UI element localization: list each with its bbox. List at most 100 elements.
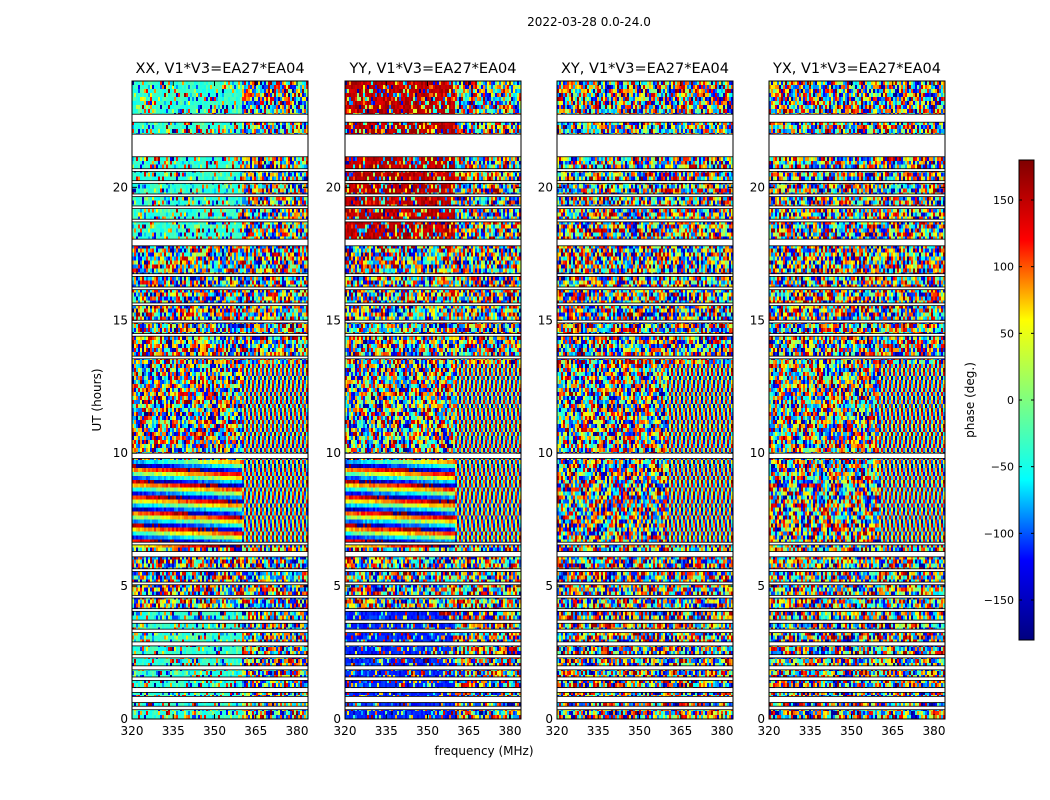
colorbar-label: phase (deg.) xyxy=(963,362,977,438)
panel-yx: YX, V1*V3=EA27*EA04 320 335 350 365 380 0 5 10 15… xyxy=(750,61,946,738)
flagged-band xyxy=(768,568,946,572)
x-tick-label: 335 xyxy=(799,724,822,738)
flagged-band xyxy=(344,452,522,459)
flagged-band xyxy=(768,286,946,291)
flagged-band xyxy=(344,113,522,123)
flagged-band xyxy=(344,696,522,703)
flagged-band xyxy=(768,628,946,634)
flagged-band xyxy=(344,168,522,172)
x-tick-label: 365 xyxy=(881,724,904,738)
flagged-band xyxy=(131,319,309,324)
y-tick-label: 0 xyxy=(333,712,341,726)
flagged-band xyxy=(556,619,734,624)
flagged-band xyxy=(131,302,309,307)
panel-xx: XX, V1*V3=EA27*EA04 320 335 350 365 380 0 5 10 15… xyxy=(113,61,309,738)
flagged-band xyxy=(768,608,946,612)
flagged-band xyxy=(131,355,309,360)
flagged-band xyxy=(344,319,522,324)
colorbar-tick-label: −100 xyxy=(984,527,1014,540)
flagged-band xyxy=(768,705,946,711)
y-tick-label: 10 xyxy=(113,446,128,460)
flagged-band xyxy=(131,133,309,158)
flagged-band xyxy=(556,676,734,681)
flagged-band xyxy=(556,628,734,634)
flagged-band xyxy=(768,641,946,647)
flagged-band xyxy=(344,594,522,599)
flagged-band xyxy=(344,333,522,337)
y-tick-label: 15 xyxy=(113,313,128,327)
flagged-band xyxy=(556,205,734,209)
y-tick-label: 20 xyxy=(750,180,765,194)
flagged-band xyxy=(556,193,734,198)
x-tick-label: 365 xyxy=(457,724,480,738)
panel-yy: YY, V1*V3=EA27*EA04 320 335 350 365 380 0 5 10 15… xyxy=(326,61,522,738)
flagged-band xyxy=(768,333,946,337)
flagged-band xyxy=(556,319,734,324)
flagged-band xyxy=(131,551,309,558)
flagged-band xyxy=(768,180,946,184)
flagged-band xyxy=(556,696,734,703)
flagged-band xyxy=(768,238,946,247)
panel-title: XY, V1*V3=EA27*EA04 xyxy=(561,61,729,77)
flagged-band xyxy=(344,581,522,586)
phase-heatmap xyxy=(132,81,308,719)
flagged-band xyxy=(131,619,309,624)
x-tick-label: 365 xyxy=(669,724,692,738)
flagged-band xyxy=(556,541,734,546)
flagged-band xyxy=(556,273,734,277)
y-axis-label: UT (hours) xyxy=(90,368,104,431)
figure-suptitle: 2022-03-28 0.0-24.0 xyxy=(527,15,651,29)
flagged-band xyxy=(131,193,309,198)
y-tick-label: 15 xyxy=(326,313,341,327)
y-tick-label: 0 xyxy=(545,712,553,726)
x-tick-label: 350 xyxy=(203,724,226,738)
y-tick-label: 10 xyxy=(538,446,553,460)
flagged-band xyxy=(344,133,522,158)
flagged-band xyxy=(344,286,522,291)
flagged-band xyxy=(768,654,946,659)
y-tick-label: 0 xyxy=(120,712,128,726)
flagged-band xyxy=(344,205,522,209)
panel-frame xyxy=(768,80,946,720)
flagged-band xyxy=(131,541,309,546)
flagged-band xyxy=(768,581,946,586)
flagged-band xyxy=(556,218,734,223)
flagged-band xyxy=(556,333,734,337)
panel-title: XX, V1*V3=EA27*EA04 xyxy=(135,61,304,77)
flagged-band xyxy=(768,319,946,324)
flagged-band xyxy=(556,568,734,572)
panels: XX, V1*V3=EA27*EA04 320 335 350 365 380 0 5 10 15… xyxy=(113,61,946,738)
y-tick-label: 20 xyxy=(326,180,341,194)
flagged-band xyxy=(344,654,522,659)
flagged-band xyxy=(131,654,309,659)
flagged-band xyxy=(131,696,309,703)
x-tick-label: 380 xyxy=(923,724,946,738)
flagged-band xyxy=(344,193,522,198)
flagged-band xyxy=(344,273,522,277)
flagged-band xyxy=(768,113,946,123)
flagged-band xyxy=(131,665,309,671)
flagged-band xyxy=(131,168,309,172)
flagged-band xyxy=(344,641,522,647)
flagged-band xyxy=(344,541,522,546)
x-tick-label: 335 xyxy=(162,724,185,738)
panel-xy: XY, V1*V3=EA27*EA04 320 335 350 365 380 0 5 10 15… xyxy=(538,61,734,738)
flagged-band xyxy=(768,541,946,546)
flagged-band xyxy=(344,568,522,572)
x-tick-label: 380 xyxy=(711,724,734,738)
flagged-band xyxy=(131,273,309,277)
flagged-band xyxy=(556,113,734,123)
flagged-band xyxy=(131,608,309,612)
flagged-band xyxy=(344,180,522,184)
phase-heatmap xyxy=(557,81,733,719)
flagged-band xyxy=(131,628,309,634)
x-axis-label: frequency (MHz) xyxy=(434,744,533,758)
y-tick-label: 5 xyxy=(545,579,553,593)
flagged-band xyxy=(768,205,946,209)
x-tick-label: 380 xyxy=(499,724,522,738)
flagged-band xyxy=(556,180,734,184)
x-tick-label: 320 xyxy=(546,724,569,738)
y-tick-label: 10 xyxy=(326,446,341,460)
flagged-band xyxy=(556,452,734,459)
flagged-band xyxy=(131,113,309,123)
